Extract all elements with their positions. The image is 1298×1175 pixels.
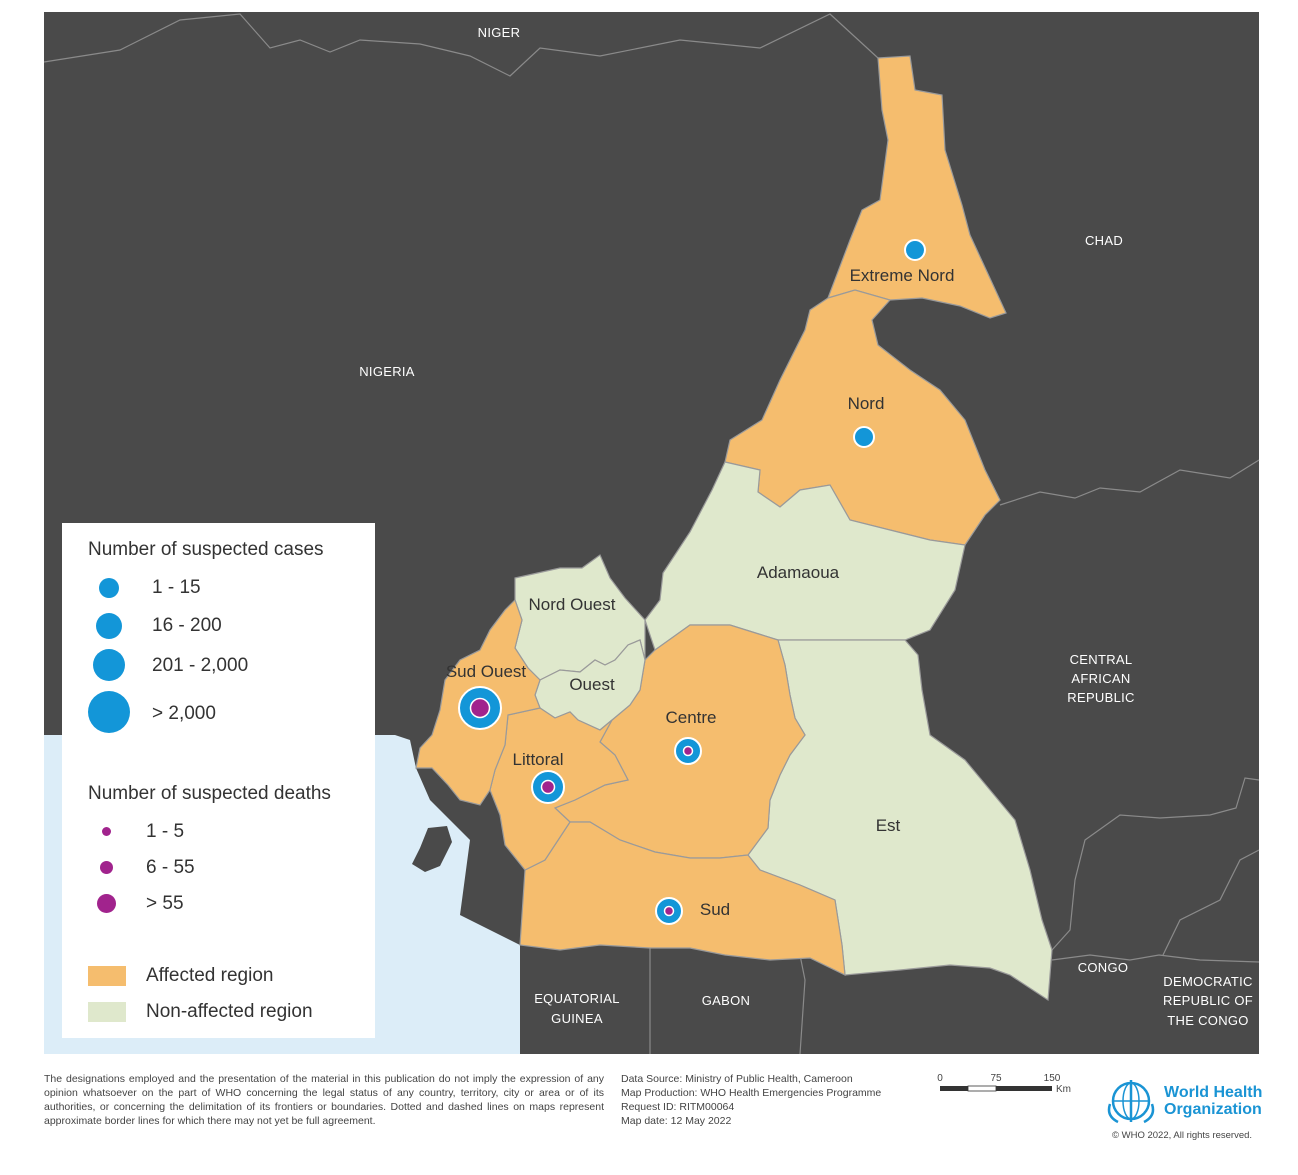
legend-cases-row-2: 16 - 200 [62, 607, 375, 647]
map-date: Map date: 12 May 2022 [621, 1115, 732, 1127]
affected-swatch [88, 966, 126, 986]
who-logo: World Health Organization [1104, 1076, 1264, 1146]
who-emblem-icon [1107, 1080, 1155, 1124]
disclaimer-text: The designations employed and the presen… [44, 1073, 604, 1127]
country-label-drc-1: DEMOCRATIC [1163, 974, 1252, 989]
legend-cases-title: Number of suspected cases [88, 539, 324, 560]
region-label-nord-ouest: Nord Ouest [529, 595, 616, 614]
scale-bar-graphic: 0 75 150 Km [937, 1073, 1071, 1095]
legend-cases-row-1: 1 - 15 [62, 569, 375, 609]
case-circle-icon [99, 578, 119, 598]
country-label-drc-3: THE CONGO [1167, 1013, 1248, 1028]
region-label-littoral: Littoral [512, 750, 563, 769]
case-circle-extreme-nord [904, 239, 926, 261]
country-borders [43, 13, 1260, 1055]
legend-deaths-label: > 55 [146, 893, 184, 914]
death-circle-centre [682, 745, 694, 757]
map-production: Map Production: WHO Health Emergencies P… [621, 1087, 882, 1099]
country-labels: NIGER CHAD NIGERIA CENTRAL AFRICAN REPUBLIC CO… [359, 25, 1253, 1028]
region-sud [519, 821, 846, 977]
legend-cases-label: > 2,000 [152, 703, 216, 724]
who-line-2: Organization [1164, 1101, 1262, 1118]
legend-cases-label: 201 - 2,000 [152, 655, 249, 676]
legend-deaths-row-2: 6 - 55 [62, 849, 375, 889]
country-label-car-3: REPUBLIC [1067, 690, 1134, 705]
legend-cases-row-3: 201 - 2,000 [62, 645, 375, 685]
death-circle-icon [97, 894, 116, 913]
region-label-sud-ouest: Sud Ouest [446, 662, 527, 681]
who-wordmark: World Health Organization [1164, 1084, 1262, 1118]
country-label-nigeria: NIGERIA [359, 364, 415, 379]
region-label-est: Est [876, 816, 901, 835]
region-extreme-nord [827, 55, 1007, 319]
legend-cases-label: 16 - 200 [152, 615, 222, 636]
scale-bar: 0 75 150 Km [934, 1072, 1084, 1112]
source-block: Data Source: Ministry of Public Health, … [621, 1072, 911, 1128]
scale-unit: Km [1056, 1084, 1071, 1095]
region-label-sud: Sud [700, 900, 730, 919]
region-label-extreme-nord: Extreme Nord [850, 266, 955, 285]
scale-tick-150: 150 [1044, 1073, 1061, 1084]
death-circle-icon [100, 861, 113, 874]
request-id: Request ID: RITM00064 [621, 1101, 735, 1113]
region-label-adamaoua: Adamaoua [757, 563, 840, 582]
country-label-car-2: AFRICAN [1071, 671, 1130, 686]
country-label-niger: NIGER [478, 25, 521, 40]
country-label-eqg-1: EQUATORIAL [534, 991, 620, 1006]
death-circle-icon [102, 827, 111, 836]
region-label-nord: Nord [848, 394, 885, 413]
legend-cases-row-4: > 2,000 [62, 689, 375, 733]
case-symbols [458, 239, 926, 925]
region-label-centre: Centre [665, 708, 716, 727]
data-source: Data Source: Ministry of Public Health, … [621, 1073, 853, 1085]
legend: Number of suspected cases 1 - 15 16 - 20… [62, 523, 375, 1038]
country-label-gabon: GABON [702, 993, 750, 1008]
case-circle-nord [853, 426, 875, 448]
legend-non-affected-label: Non-affected region [146, 1001, 313, 1022]
legend-affected-label: Affected region [146, 965, 274, 986]
legend-deaths-row-1: 1 - 5 [62, 813, 375, 853]
legend-deaths-label: 6 - 55 [146, 857, 195, 878]
legend-deaths-label: 1 - 5 [146, 821, 185, 842]
legend-affected-row: Affected region [62, 959, 375, 999]
bioko-island [412, 826, 452, 872]
death-circle-littoral [540, 779, 556, 795]
scale-tick-75: 75 [990, 1073, 1002, 1084]
country-label-drc-2: REPUBLIC OF [1163, 993, 1253, 1008]
case-circle-icon [96, 613, 122, 639]
region-labels: Extreme Nord Nord Adamaoua Nord Ouest Ouest S… [446, 266, 955, 919]
copyright: © WHO 2022, All rights reserved. [1112, 1130, 1253, 1141]
region-adamaoua [644, 461, 966, 651]
legend-cases-label: 1 - 15 [152, 577, 201, 598]
case-circle-icon [88, 691, 130, 733]
legend-non-affected-row: Non-affected region [62, 995, 375, 1035]
case-circle-icon [93, 649, 125, 681]
region-label-ouest: Ouest [569, 675, 615, 694]
legend-deaths-row-3: > 55 [62, 885, 375, 925]
country-label-chad: CHAD [1085, 233, 1123, 248]
country-label-eqg-2: GUINEA [551, 1011, 603, 1026]
country-label-congo: CONGO [1078, 960, 1129, 975]
country-label-car-1: CENTRAL [1070, 652, 1133, 667]
scale-tick-0: 0 [937, 1073, 943, 1084]
death-circle-sud [663, 905, 675, 917]
who-line-1: World Health [1164, 1084, 1263, 1101]
legend-deaths-title: Number of suspected deaths [88, 783, 331, 804]
death-circle-sud-ouest [469, 697, 491, 719]
non-affected-swatch [88, 1002, 126, 1022]
